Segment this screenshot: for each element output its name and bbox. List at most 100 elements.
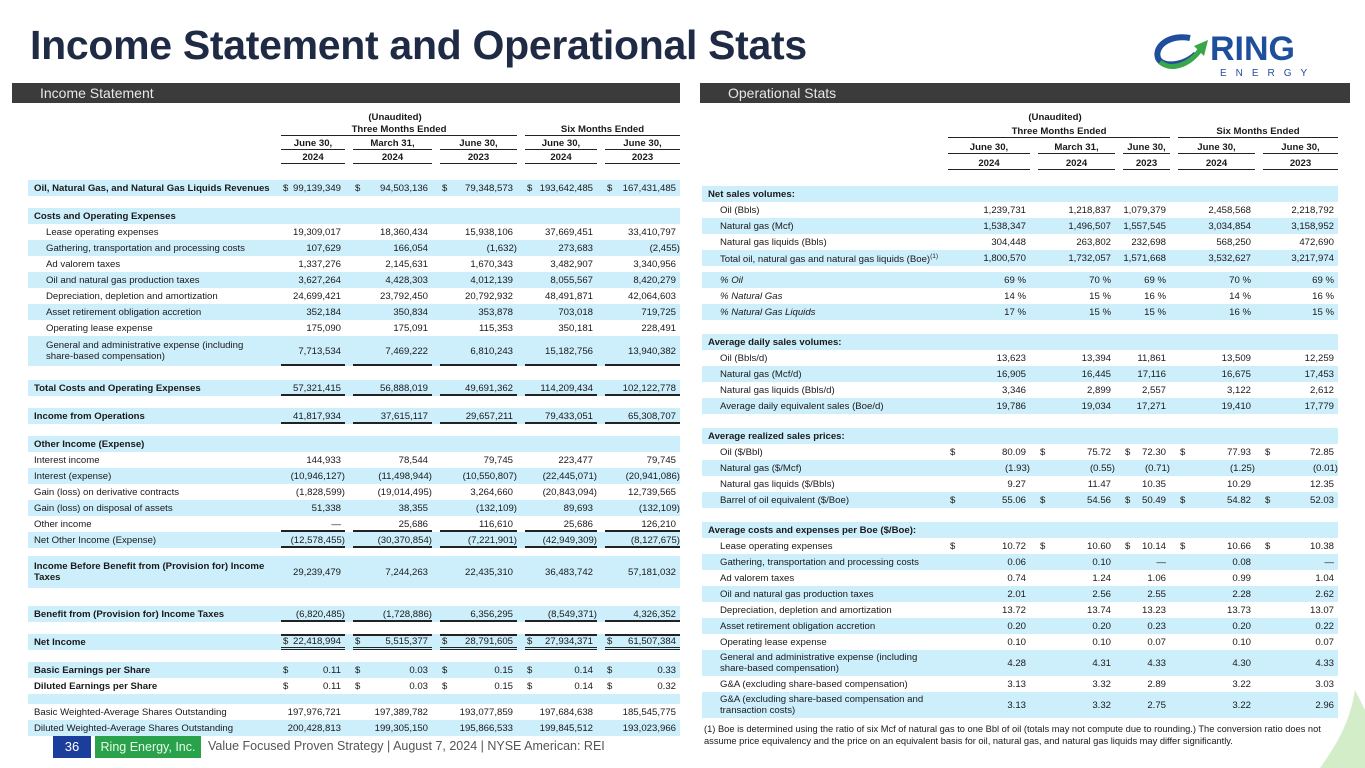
row-label: Gathering, transportation and processing… (702, 557, 940, 568)
cell-value: 16 % (1229, 306, 1251, 318)
table-row: Natural gas liquids ($/Bbls) 9.27 11.47 10.… (702, 476, 1338, 492)
currency-symbol: $ (607, 182, 613, 194)
cell-value: 2,458,568 (1208, 204, 1251, 216)
cell-value: 17,779 (1304, 400, 1334, 412)
table-row: % Natural Gas Liquids 17 % 15 % 15 % 16 % 15 … (702, 304, 1338, 320)
cell-value: 57,321,415 (292, 382, 341, 394)
table-row: Asset retirement obligation accretion 352… (28, 304, 680, 320)
cell-value: 94,503,136 (379, 182, 428, 194)
operational-stats-table: (Unaudited) Three Months Ended Six Months … (702, 112, 1338, 722)
cell-value: 197,976,721 (287, 706, 341, 718)
row-label-text: Depreciation, depletion and amortization (720, 604, 892, 616)
currency-symbol: $ (442, 664, 448, 676)
cell-value: 41,817,934 (292, 410, 341, 422)
cell-value: 114,209,434 (540, 382, 593, 394)
table-row: Natural gas ($/Mcf) (1.93) (0.55) (0.71) (1.… (702, 460, 1338, 476)
cell-value: 2.28 (1232, 588, 1251, 600)
table-row: Average realized sales prices: (702, 428, 1338, 444)
cell-value: 199,305,150 (374, 722, 428, 734)
row-label: Asset retirement obligation accretion (702, 621, 940, 632)
cell-value: (1.93) (1004, 462, 1030, 474)
column-month: June 30, (525, 138, 597, 150)
cell-value: 16,905 (996, 368, 1026, 380)
row-label: Lease operating expenses (28, 227, 273, 238)
row-label-text: Total oil, natural gas and natural gas l… (720, 254, 931, 266)
table-row: Natural gas (Mcf) 1,538,347 1,496,507 1,557… (702, 218, 1338, 234)
cell-value: 15 % (1144, 306, 1166, 318)
cell-value: 72.85 (1309, 446, 1334, 458)
currency-symbol: $ (1040, 540, 1046, 552)
column-year: 2023 (440, 152, 517, 164)
row-label-text: Lease operating expenses (720, 540, 833, 552)
six-months-header: Six Months Ended (1178, 126, 1338, 138)
column-year: 2023 (1263, 158, 1338, 170)
cell-value: 719,725 (641, 306, 676, 318)
row-label: Operating lease expense (28, 323, 273, 334)
table-row: Natural gas liquids (Bbls) 304,448 263,802… (702, 234, 1338, 250)
table-row: Lease operating expenses 19,309,017 18,360… (28, 224, 680, 240)
income-statement-section-header: Income Statement (12, 83, 680, 103)
row-label: Average realized sales prices: (702, 431, 940, 442)
row-label: Depreciation, depletion and amortization (702, 605, 940, 616)
cell-value: — (331, 518, 341, 530)
row-label: Natural gas liquids (Bbls) (702, 237, 940, 248)
currency-symbol: $ (1265, 446, 1271, 458)
cell-value: 0.10 (1092, 636, 1111, 648)
cell-value: — (1324, 556, 1334, 568)
cell-value: 28,791,605 (464, 636, 513, 647)
row-label: Interest income (28, 455, 273, 466)
table-row: Oil (Bbls) 1,239,731 1,218,837 1,079,379 2,4… (702, 202, 1338, 218)
currency-symbol: $ (1125, 540, 1131, 552)
table-row: Oil and natural gas production taxes 2.01… (702, 586, 1338, 602)
cell-value: 22,418,994 (292, 636, 341, 647)
currency-symbol: $ (442, 680, 448, 692)
cell-value: 51,338 (311, 502, 341, 514)
cell-value: 3.22 (1232, 699, 1251, 711)
cell-value: 4,326,352 (633, 608, 676, 620)
table-row: Interest (expense) (10,946,127) (11,498,94… (28, 468, 680, 484)
page-title: Income Statement and Operational Stats (30, 22, 807, 68)
cell-value: (2,455) (649, 242, 680, 254)
table-row: Net sales volumes: (702, 186, 1338, 202)
row-label-text: Ad valorem taxes (720, 572, 795, 584)
table-row: % Natural Gas 14 % 15 % 16 % 14 % 16 % (702, 288, 1338, 304)
table-row: Income from Operations 41,817,934 37,615,1… (28, 408, 680, 424)
cell-value: 10.29 (1226, 478, 1251, 490)
cell-value: (19,014,495) (377, 486, 432, 498)
row-label: Barrel of oil equivalent ($/Boe) (702, 495, 940, 506)
cell-value: 126,210 (641, 518, 676, 530)
cell-value: (1,728,886) (382, 608, 432, 620)
cell-value: 49,691,362 (464, 382, 513, 394)
cell-value: 13,394 (1081, 352, 1111, 364)
cell-value: 2.89 (1147, 678, 1166, 690)
cell-value: 13.07 (1309, 604, 1334, 616)
cell-value: 69 % (1312, 274, 1334, 286)
row-label: Natural gas (Mcf/d) (702, 369, 940, 380)
row-label-text: Lease operating expenses (46, 226, 159, 238)
row-label-text: Diluted Weighted-Average Shares Outstand… (34, 722, 234, 734)
currency-symbol: $ (1180, 540, 1186, 552)
cell-value: 0.20 (1092, 620, 1111, 632)
row-label-text: Interest (expense) (34, 470, 112, 482)
row-label-text: General and administrative expense (incl… (720, 652, 918, 674)
row-label-text: Oil, Natural Gas, and Natural Gas Liquid… (34, 182, 270, 194)
cell-value: 4.28 (1007, 657, 1026, 669)
cell-value: (10,550,807) (462, 470, 517, 482)
ring-energy-logo: RING ENERGY (1154, 30, 1307, 79)
row-label: Asset retirement obligation accretion (28, 307, 273, 318)
cell-value: 10.35 (1141, 478, 1166, 490)
unaudited-label: (Unaudited) (1028, 112, 1082, 123)
cell-value: 144,933 (306, 454, 341, 466)
row-label: Costs and Operating Expenses (28, 211, 273, 222)
row-label: Oil and natural gas production taxes (702, 589, 940, 600)
cell-value: 2.55 (1147, 588, 1166, 600)
table-row: Ad valorem taxes 1,337,276 2,145,631 1,670,… (28, 256, 680, 272)
cell-value: 3.13 (1007, 699, 1026, 711)
cell-value: 0.03 (409, 664, 428, 676)
cell-value: 3,122 (1226, 384, 1251, 396)
row-label-text: Gain (loss) on derivative contracts (34, 486, 180, 498)
table-row: Oil and natural gas production taxes 3,62… (28, 272, 680, 288)
cell-value: 3,627,264 (298, 274, 341, 286)
row-label: Interest (expense) (28, 471, 273, 482)
cell-value: 193,077,859 (459, 706, 513, 718)
